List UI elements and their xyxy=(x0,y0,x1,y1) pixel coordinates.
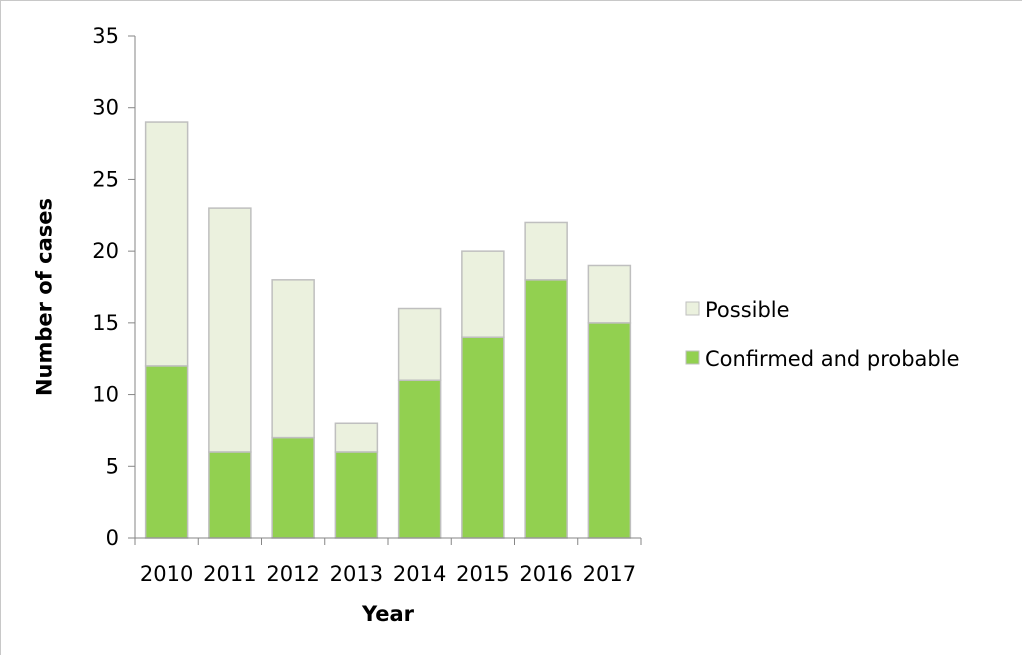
bar-possible-2013 xyxy=(334,422,379,453)
x-tick-label: 2014 xyxy=(393,562,446,586)
y-tick-label: 25 xyxy=(92,167,119,191)
bar-confirmed-and-probable-2012 xyxy=(271,436,315,539)
bar-confirmed-and-probable-2017 xyxy=(587,322,632,539)
y-tick-label: 15 xyxy=(92,311,119,335)
bar-possible-2016 xyxy=(524,221,568,281)
axes-layer xyxy=(128,35,642,545)
bar-confirmed-and-probable-2013 xyxy=(334,451,379,539)
y-tick-label: 35 xyxy=(92,24,119,48)
x-tick-label: 2012 xyxy=(266,562,319,586)
y-tick-label: 10 xyxy=(92,383,119,407)
legend-label-confirmed-and-probable: Confirmed and probable xyxy=(705,347,960,371)
bar-possible-2014 xyxy=(397,307,442,381)
y-tick-label: 30 xyxy=(92,96,119,120)
x-axis-title: Year xyxy=(361,602,415,626)
x-tick-label: 2015 xyxy=(456,562,509,586)
y-tick-labels: 0 5 10 15 20 25 30 35 xyxy=(92,24,119,550)
bar-possible-2010 xyxy=(144,121,189,367)
bar-confirmed-and-probable-2015 xyxy=(461,336,505,539)
legend-label-possible: Possible xyxy=(705,298,790,322)
bar-confirmed-and-probable-2014 xyxy=(397,379,442,539)
bar-possible-2015 xyxy=(461,250,505,338)
bar-possible-2011 xyxy=(208,207,252,453)
x-tick-labels: 2010 2011 2012 2013 2014 2015 2016 2017 xyxy=(140,562,636,586)
x-tick-label: 2011 xyxy=(203,562,256,586)
bar-confirmed-and-probable-2016 xyxy=(524,279,568,539)
legend: Possible Confirmed and probable xyxy=(685,298,960,371)
bar-possible-2012 xyxy=(271,279,315,439)
x-tick-label: 2016 xyxy=(519,562,572,586)
x-tick-label: 2017 xyxy=(583,562,636,586)
y-tick-label: 20 xyxy=(92,239,119,263)
y-tick-label: 5 xyxy=(106,454,119,478)
legend-swatch-possible xyxy=(685,301,700,316)
legend-swatch-confirmed-and-probable xyxy=(685,350,700,365)
bar-confirmed-and-probable-2011 xyxy=(208,451,252,539)
bar-confirmed-and-probable-2010 xyxy=(144,365,189,539)
bar-possible-2017 xyxy=(587,264,632,324)
y-axis-title: Number of cases xyxy=(32,198,56,396)
y-tick-label: 0 xyxy=(106,526,119,550)
bars-layer xyxy=(144,121,632,539)
x-tick-label: 2013 xyxy=(330,562,383,586)
x-tick-label: 2010 xyxy=(140,562,193,586)
